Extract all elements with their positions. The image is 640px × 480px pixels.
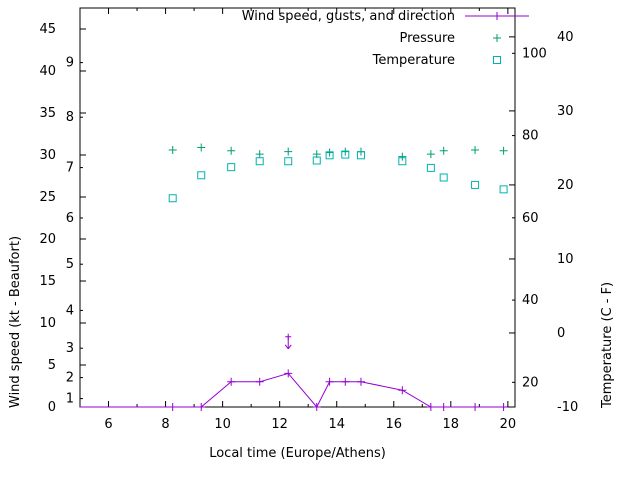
svg-text:20: 20 [522,375,539,390]
svg-text:12: 12 [271,417,288,432]
wind-legend-sample-icon [465,12,529,20]
legend-label-pressure: Pressure [399,30,455,46]
svg-text:10: 10 [214,417,231,432]
svg-text:30: 30 [39,148,56,163]
svg-text:1: 1 [66,392,74,407]
svg-text:6: 6 [66,211,74,226]
svg-text:40: 40 [557,30,574,45]
series-2 [168,150,508,203]
svg-text:35: 35 [39,106,56,121]
y-axis-title-right: Temperature (C - F) [600,281,615,408]
svg-text:25: 25 [39,190,56,205]
svg-text:0: 0 [557,326,565,341]
x-axis-title: Local time (Europe/Athens) [209,446,386,461]
svg-text:2: 2 [66,371,74,386]
svg-text:10: 10 [39,316,56,331]
svg-text:9: 9 [66,56,74,71]
svg-text:0: 0 [48,400,56,415]
svg-text:14: 14 [328,417,345,432]
temperature-legend-sample-icon [493,56,501,64]
svg-text:-10: -10 [557,400,578,415]
x-ticks: 6 8 10 12 14 16 18 20 [104,8,516,432]
svg-text:4: 4 [66,303,74,318]
legend-label-temperature: Temperature [372,52,455,68]
svg-text:8: 8 [66,110,74,125]
legend-item-pressure: Pressure [215,27,533,49]
legend-label-wind: Wind speed, gusts, and direction [241,8,455,24]
svg-text:80: 80 [522,129,539,144]
series-0 [80,369,508,411]
svg-text:40: 40 [522,293,539,308]
svg-text:20: 20 [500,417,517,432]
svg-text:15: 15 [39,274,56,289]
svg-text:5: 5 [48,358,56,373]
chart-legend: Wind speed, gusts, and direction Pressur… [215,5,533,71]
svg-text:20: 20 [39,232,56,247]
legend-item-wind: Wind speed, gusts, and direction [215,5,533,27]
legend-item-temperature: Temperature [215,49,533,71]
svg-text:45: 45 [39,22,56,37]
svg-text:3: 3 [66,341,74,356]
svg-text:7: 7 [66,161,74,176]
svg-text:40: 40 [39,64,56,79]
svg-text:10: 10 [557,252,574,267]
svg-text:8: 8 [161,417,169,432]
y-right-ticks: 20 40 60 80 100 -10 0 10 20 30 40 [509,30,578,415]
svg-text:6: 6 [104,417,112,432]
svg-text:18: 18 [443,417,460,432]
svg-text:5: 5 [66,257,74,272]
svg-text:30: 30 [557,104,574,119]
svg-text:60: 60 [522,211,539,226]
svg-text:20: 20 [557,178,574,193]
series-1 [168,143,508,161]
svg-text:100: 100 [522,46,547,61]
pressure-legend-sample-icon [493,34,501,42]
y-axis-title-left: Wind speed (kt - Beaufort) [8,235,23,408]
svg-text:16: 16 [385,417,402,432]
gust-direction-arrow [284,333,292,350]
